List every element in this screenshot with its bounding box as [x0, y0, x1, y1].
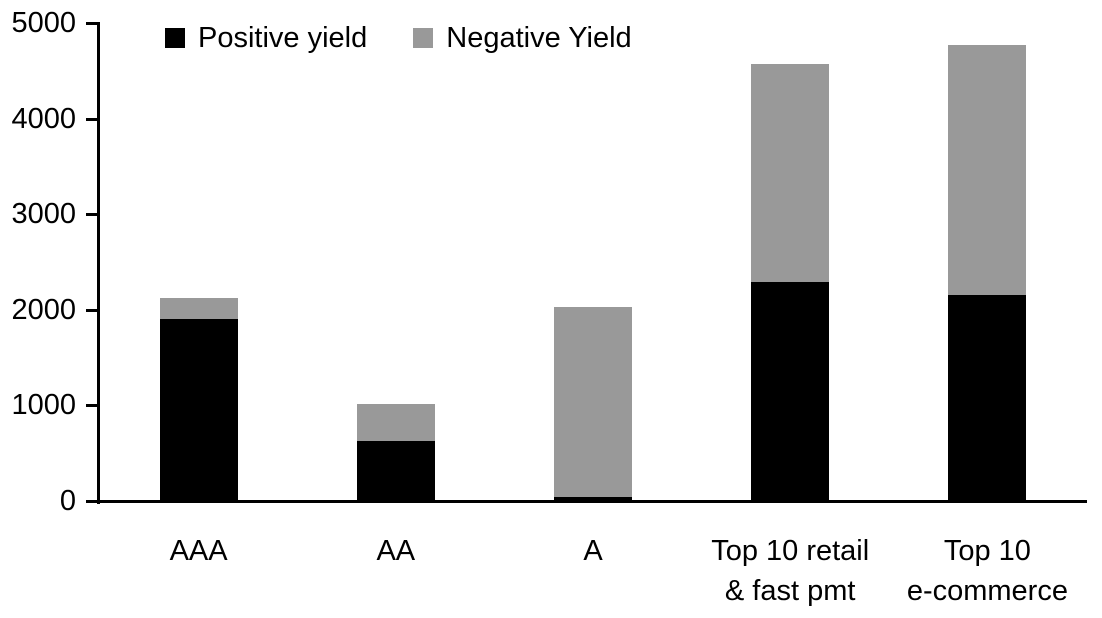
x-axis-label-line: A — [583, 535, 603, 567]
x-axis-line — [97, 500, 1087, 503]
x-axis-label-line: Top 10 retail — [711, 535, 870, 567]
legend-swatch-positive-icon — [165, 28, 185, 48]
x-axis-label: A — [478, 531, 708, 571]
x-axis-label-line: AAA — [169, 535, 228, 567]
x-axis-label: Top 10 e-commerce — [872, 531, 1102, 611]
x-axis-label: AA — [281, 531, 511, 571]
x-axis-label-line: e-commerce — [906, 575, 1068, 607]
x-axis-label-line: AA — [376, 535, 416, 567]
bar-segment-positive-yield — [159, 319, 238, 501]
legend-label-positive-yield: Positive yield — [198, 22, 368, 54]
bar-segment-negative-yield — [356, 404, 435, 441]
y-tick-label: 3000 — [11, 198, 76, 231]
legend: Positive yield Negative Yield — [165, 22, 632, 54]
y-tick-label: 2000 — [11, 293, 76, 326]
bar-segment-positive-yield — [948, 295, 1027, 501]
bar-segment-negative-yield — [751, 64, 830, 283]
x-axis-label: AAA — [84, 531, 314, 571]
y-tick-mark — [86, 22, 100, 25]
y-tick-mark — [86, 117, 100, 121]
bar-segment-negative-yield — [554, 306, 632, 497]
y-tick-mark — [86, 308, 100, 312]
legend-label-negative-yield: Negative Yield — [446, 22, 632, 54]
x-axis-label-line: Top 10 — [943, 535, 1031, 567]
x-axis-label-line: & fast pmt — [724, 575, 856, 607]
y-tick-label: 0 — [59, 485, 76, 517]
bar-segment-positive-yield — [554, 496, 632, 501]
x-axis-label: Top 10 retail & fast pmt — [675, 531, 905, 611]
y-axis-line — [97, 22, 100, 504]
y-tick-mark — [86, 213, 100, 217]
y-tick-label: 5000 — [11, 7, 76, 39]
legend-swatch-negative-icon — [413, 28, 434, 48]
legend-item-positive-yield: Positive yield — [165, 22, 367, 54]
bar-segment-positive-yield — [356, 440, 435, 501]
bar-segment-negative-yield — [948, 44, 1027, 296]
y-tick-label: 1000 — [11, 389, 76, 422]
y-tick-label: 4000 — [11, 102, 76, 135]
bar-segment-negative-yield — [159, 298, 238, 320]
y-tick-mark — [86, 404, 100, 408]
bar-segment-positive-yield — [751, 282, 830, 501]
y-tick-mark — [86, 500, 100, 503]
legend-item-negative-yield: Negative Yield — [413, 22, 632, 54]
